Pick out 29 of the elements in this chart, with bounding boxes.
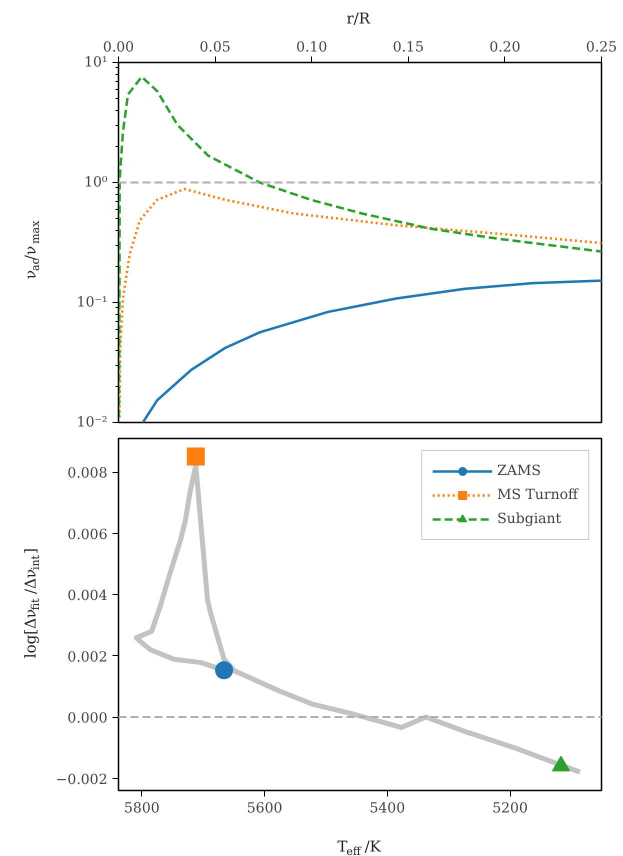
y-tick-label: −0.002 xyxy=(56,772,108,788)
y-tick-label: 0.000 xyxy=(67,710,108,727)
line-series xyxy=(142,279,602,422)
line-series xyxy=(118,76,602,419)
y-tick-label: 0.008 xyxy=(67,466,108,482)
x-tick-label: 5200 xyxy=(492,800,528,816)
x-tick-label: 5400 xyxy=(369,800,406,816)
y-tick-label: 10¹ xyxy=(84,54,108,70)
legend-label: MS Turnoff xyxy=(497,487,578,503)
x-tick-label: 0.10 xyxy=(296,40,328,56)
y-tick-label: 10⁻² xyxy=(76,414,108,430)
x-tick-label: 0.15 xyxy=(392,40,424,56)
legend-label: Subgiant xyxy=(497,511,562,527)
x-tick-label: 0.00 xyxy=(102,40,134,56)
x-axis-title: r/R xyxy=(346,10,371,28)
line-series xyxy=(118,188,602,419)
y-tick-label: 0.002 xyxy=(67,649,108,666)
x-tick-label: 0.05 xyxy=(200,40,231,56)
x-tick-label: 0.20 xyxy=(489,40,520,56)
legend-label: ZAMS xyxy=(497,463,541,479)
y-axis-title: log[Δνfit/Δνint] xyxy=(22,548,42,658)
x-tick-label: 5600 xyxy=(246,800,282,816)
y-tick-label: 0.006 xyxy=(67,526,108,543)
y-axis-title: νac/νmax xyxy=(22,220,42,280)
x-tick-label: 5800 xyxy=(124,800,160,816)
y-tick-label: 0.004 xyxy=(67,588,108,604)
y-tick-label: 10⁻¹ xyxy=(76,294,108,310)
y-tick-label: 10⁰ xyxy=(84,174,108,190)
x-tick-label: 0.25 xyxy=(586,40,618,56)
